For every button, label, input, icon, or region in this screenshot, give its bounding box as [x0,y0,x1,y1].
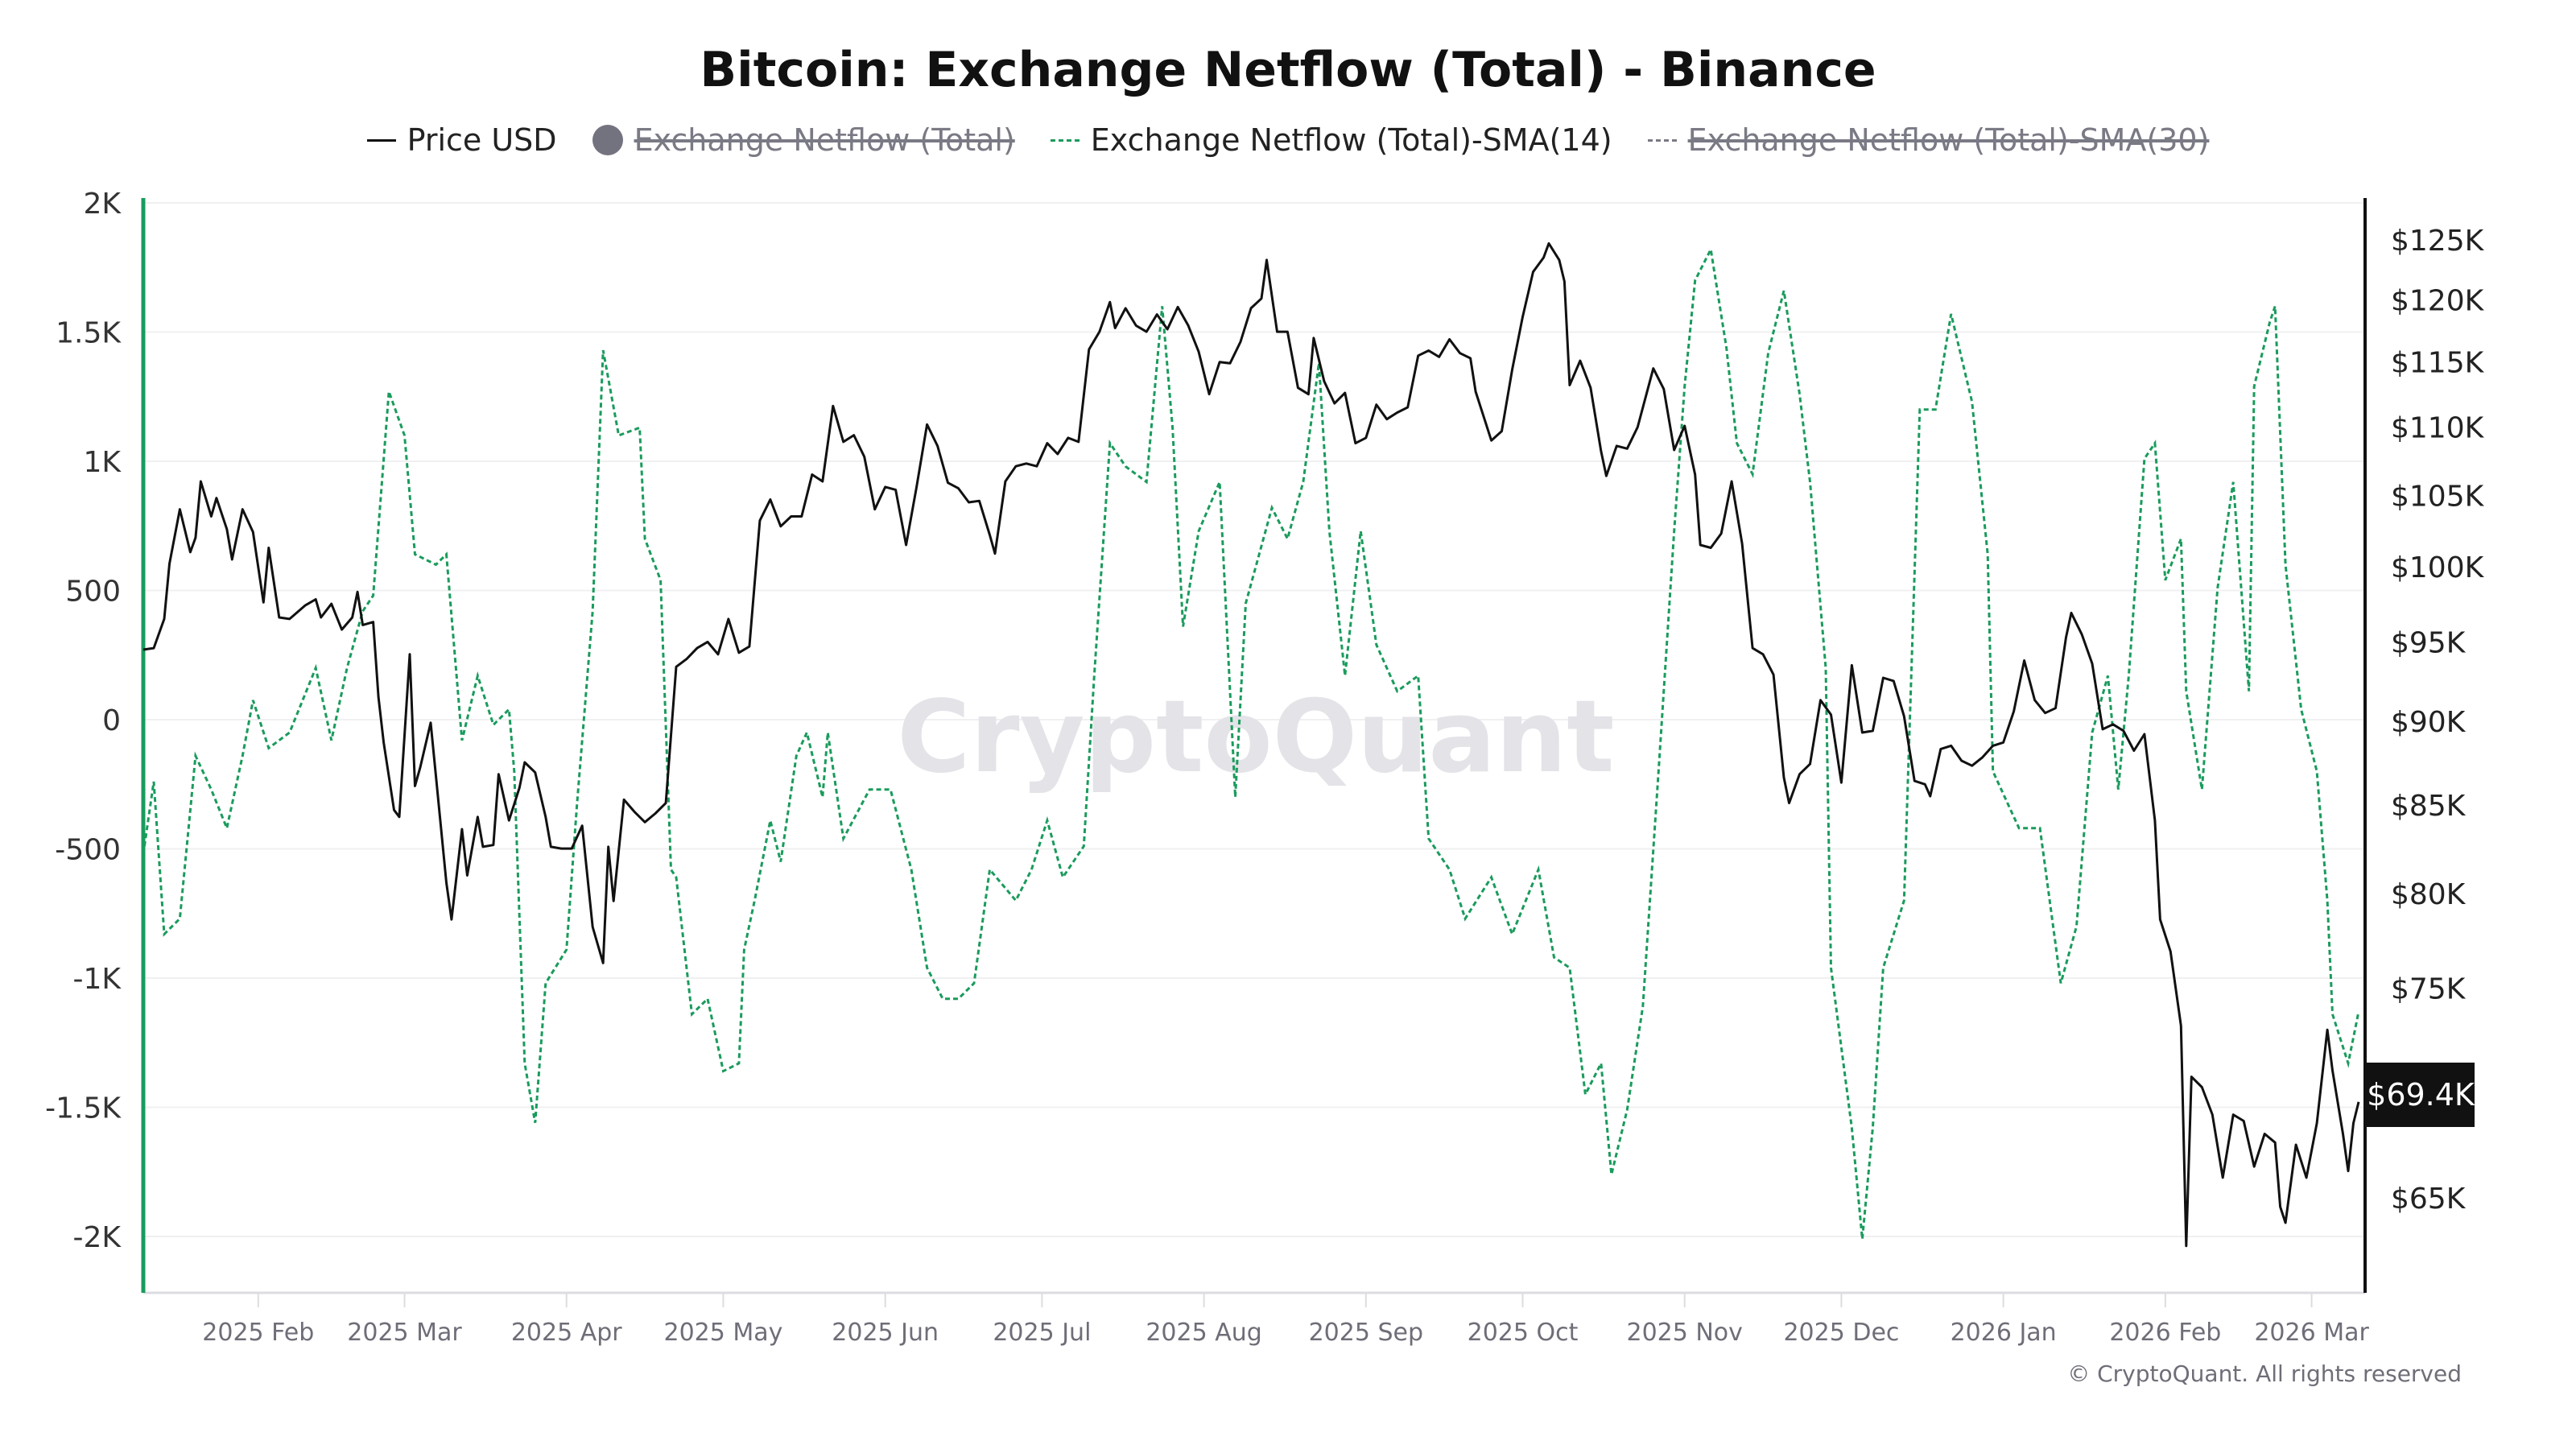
y-right-tick-label: $90K [2391,706,2467,739]
price-line [142,242,2360,1248]
y-right-tick-label: $80K [2391,878,2467,911]
dashed-line-swatch-icon [1647,138,1677,142]
legend-label: Price USD [407,122,557,158]
x-tick-label: 2025 Feb [202,1319,314,1347]
x-tick-label: 2025 May [663,1319,782,1347]
x-tick-label: 2025 Oct [1468,1319,1579,1347]
x-tick-label: 2025 Apr [511,1319,622,1347]
x-tick-label: 2026 Feb [2109,1319,2221,1347]
y-right-tick-label: $115K [2391,347,2485,380]
y-left-tick-label: 500 [65,576,121,609]
y-left-tick-label: -500 [55,834,121,867]
legend-item-netflow-total[interactable]: Exchange Netflow (Total) [592,122,1015,158]
x-tick-label: 2026 Jan [1951,1319,2057,1347]
legend-label: Exchange Netflow (Total) [634,122,1015,158]
legend: Price USD Exchange Netflow (Total) Excha… [0,122,2576,158]
x-tick-label: 2025 Nov [1626,1319,1742,1347]
chart-title: Bitcoin: Exchange Netflow (Total) - Bina… [700,42,1876,98]
y-right-tick-label: $125K [2391,225,2485,258]
y-right-tick-label: $75K [2391,973,2467,1006]
y-right-tick-label: $105K [2391,480,2485,513]
y-left-tick-label: 1K [83,446,122,479]
y-left-tick-label: -1.5K [45,1092,122,1125]
y-right-tick-label: $95K [2391,626,2467,659]
y-left-tick-label: 1.5K [56,317,122,350]
y-right-tick-label: $85K [2391,790,2467,823]
x-tick-label: 2025 Aug [1146,1319,1261,1347]
x-tick-label: 2026 Mar [2254,1319,2369,1347]
x-tick-label: 2025 Dec [1783,1319,1899,1347]
y-right-tick-label: $110K [2391,412,2485,445]
legend-label: Exchange Netflow (Total)-SMA(14) [1090,122,1612,158]
y-left-tick-label: 0 [102,704,121,737]
y-left-tick-label: -2K [72,1221,122,1254]
circle-swatch-icon [592,125,623,155]
x-tick-label: 2025 Jul [993,1319,1091,1347]
legend-label: Exchange Netflow (Total)-SMA(30) [1687,122,2210,158]
last-price-label: $69.4K [2367,1063,2475,1127]
copyright: © CryptoQuant. All rights reserved [2067,1360,2462,1387]
x-tick-label: 2025 Jun [832,1319,939,1347]
legend-item-price[interactable]: Price USD [366,122,557,158]
x-tick-label: 2025 Mar [347,1319,462,1347]
gridlines [143,202,2365,1237]
axes: 2K 1.5K 1K 500 0 -500 -1K -1.5K -2K $125K $120K $11… [45,188,2484,1347]
legend-item-sma14[interactable]: Exchange Netflow (Total)-SMA(14) [1050,122,1612,158]
legend-item-sma30[interactable]: Exchange Netflow (Total)-SMA(30) [1647,122,2210,158]
y-right-tick-label: $65K [2391,1183,2467,1216]
y-left-tick-label: -1K [72,963,122,996]
solid-line-swatch-icon [366,138,396,142]
sma14-line [142,245,2360,1240]
y-left-tick-label: 2K [83,188,122,221]
y-right-tick-label: $120K [2391,284,2485,317]
y-right-tick-label: $100K [2391,551,2485,584]
series [142,242,2360,1248]
dashed-line-swatch-icon [1050,138,1080,142]
x-tick-label: 2025 Sep [1309,1319,1423,1347]
watermark: CryptoQuant [897,679,1614,795]
